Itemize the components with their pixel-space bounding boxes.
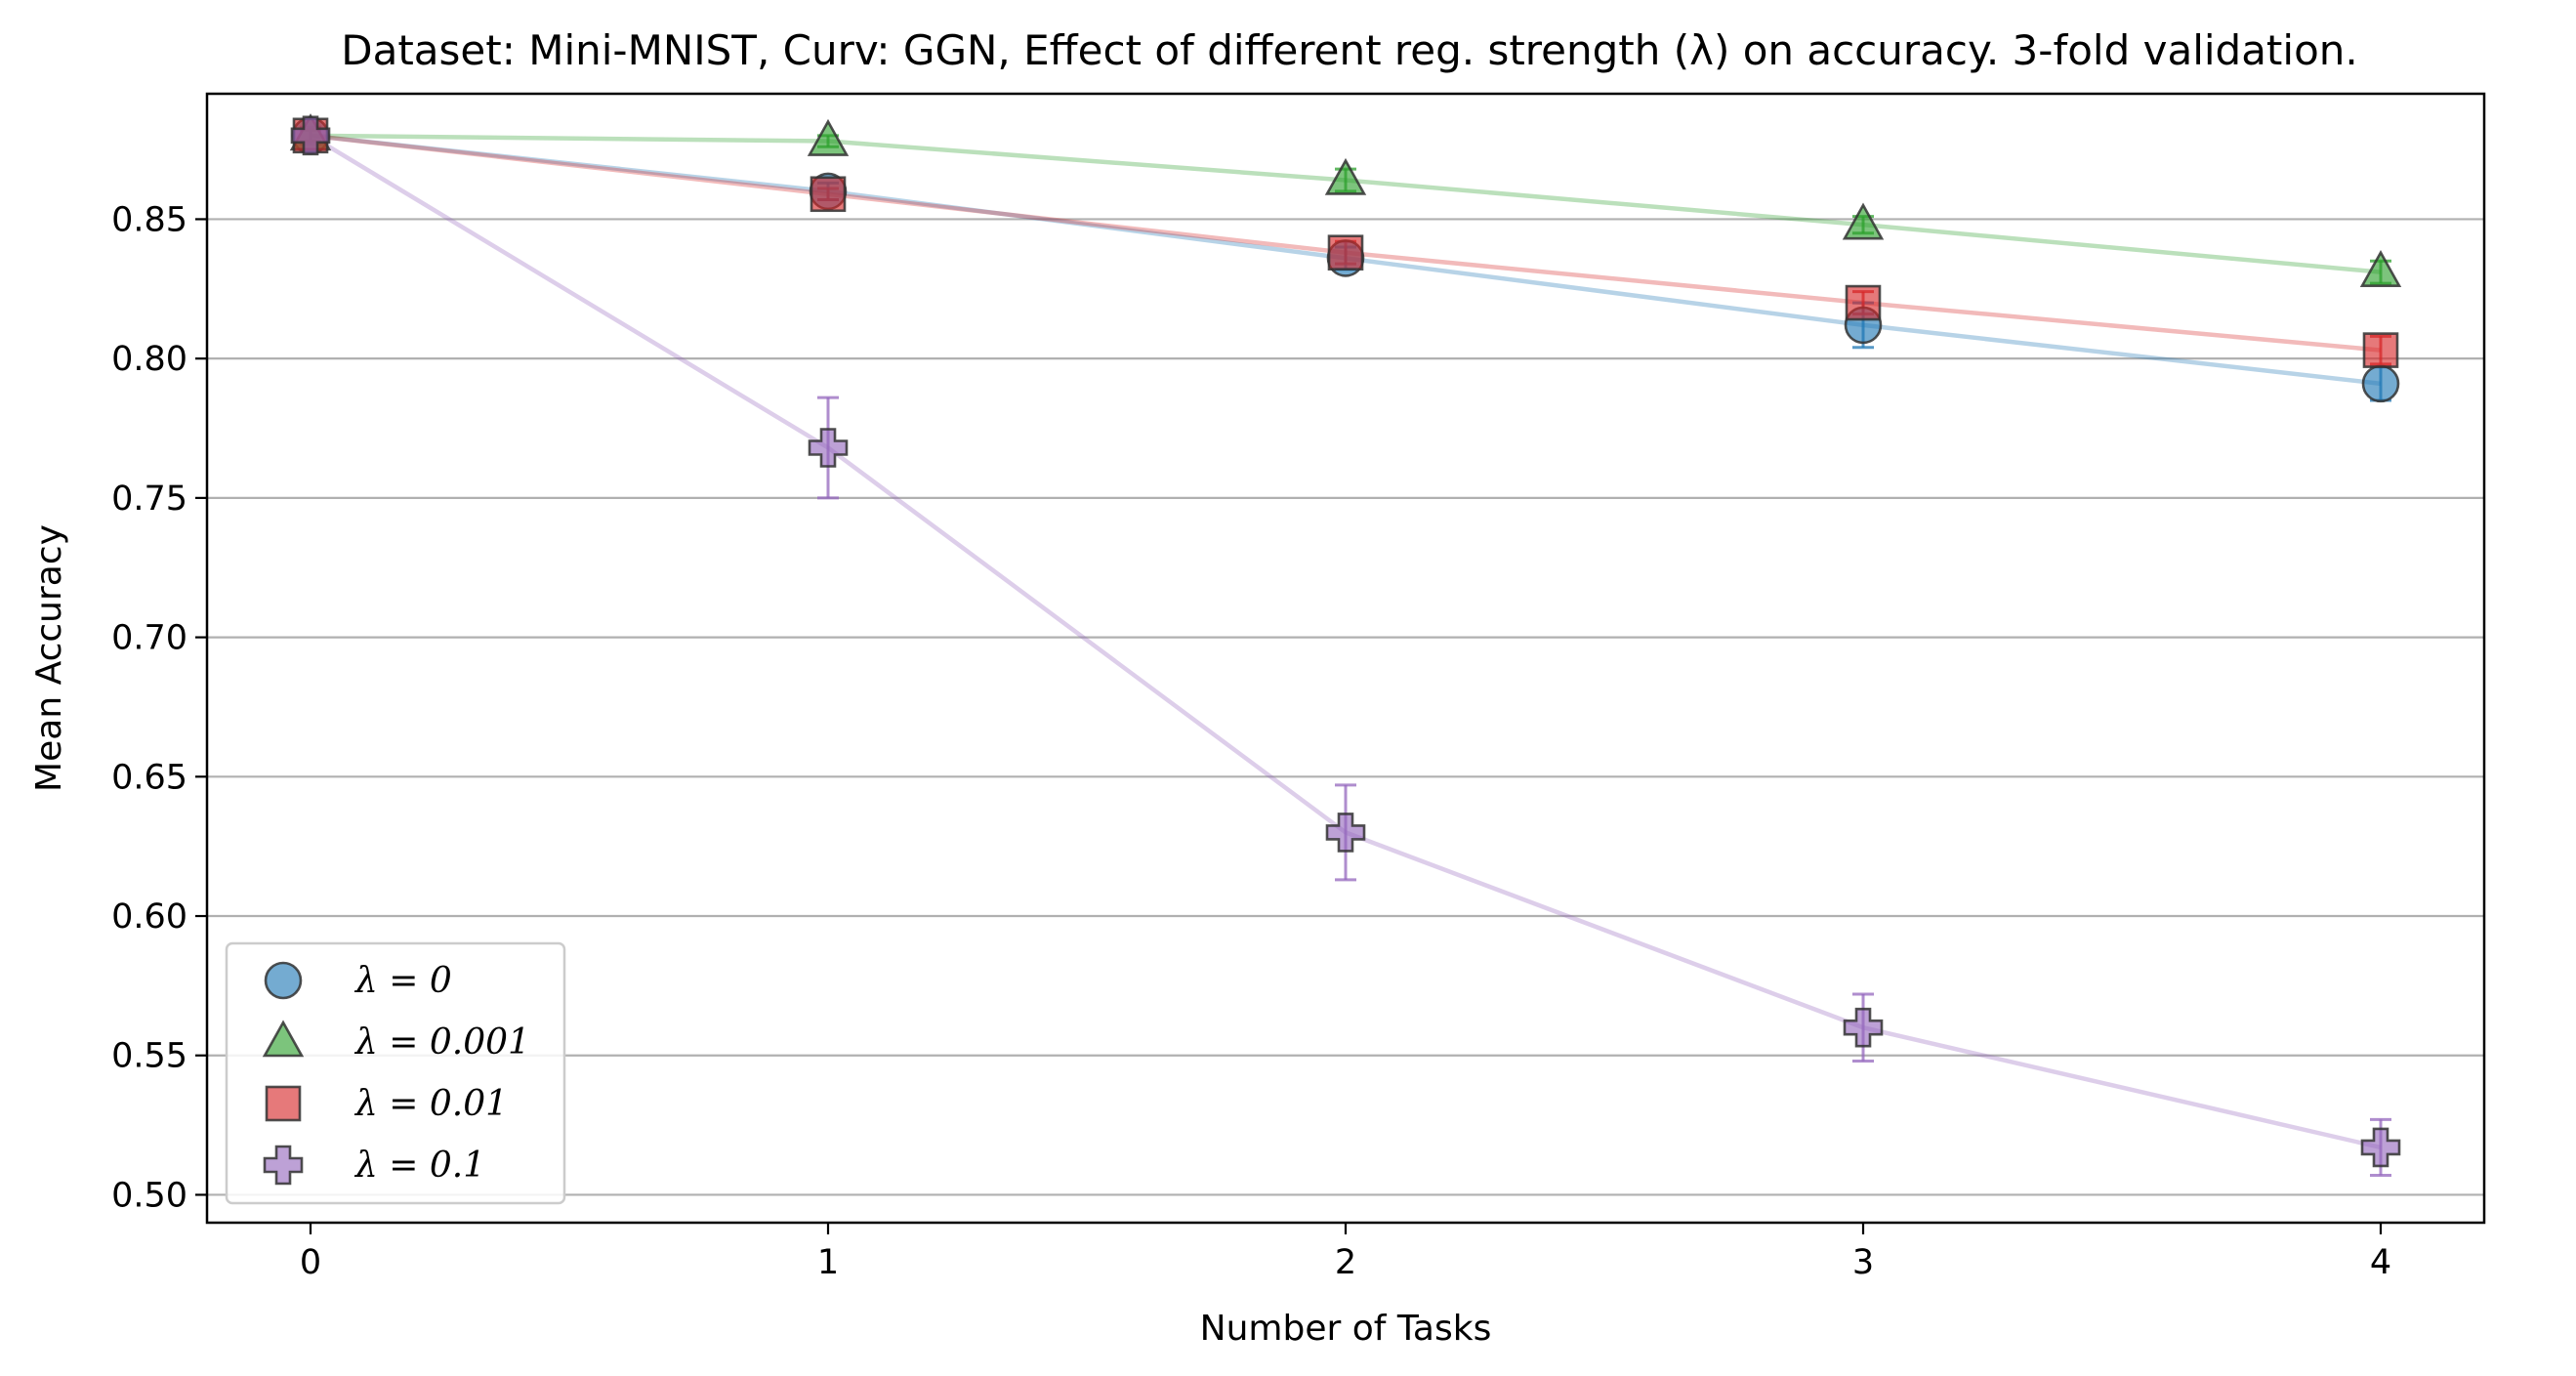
series-line [309,133,2382,1150]
x-tick-label: 1 [817,1243,839,1282]
data-point [2361,364,2400,403]
y-axis-ticks: 0.50 0.55 0.60 0.65 0.70 0.75 0.80 0.85 [111,200,207,1215]
legend-box [225,941,566,1205]
y-tick-label: 0.70 [111,619,187,658]
legend-marker [264,961,303,1000]
data-point [2362,332,2399,368]
legend-entry: λ = 0.01 [353,1084,508,1124]
y-tick-label: 0.65 [111,758,187,797]
legend-marker [262,1020,305,1058]
legend-marker [265,1085,302,1122]
data-point [2359,250,2402,287]
y-tick-label: 0.85 [111,200,187,239]
y-tick-label: 0.75 [111,480,187,519]
data-point [2360,1127,2401,1168]
x-tick-label: 2 [1335,1243,1356,1282]
chart-title: Dataset: Mini-MNIST, Curv: GGN, Effect o… [341,26,2357,74]
grid-lines [207,218,2484,1196]
y-tick-label: 0.50 [111,1176,187,1215]
y-tick-label: 0.60 [111,897,187,937]
x-tick-label: 4 [2370,1243,2391,1282]
data-point [1842,202,1885,240]
x-axis-label: Number of Tasks [1200,1309,1492,1349]
data-points [289,113,2402,1168]
data-point [1843,1007,1884,1048]
data-point [290,115,331,156]
data-point [1327,234,1364,271]
x-tick-label: 3 [1852,1243,1874,1282]
error-bars [300,125,2391,1177]
x-tick-label: 0 [300,1243,321,1282]
legend-marker [263,1145,304,1186]
legend: λ = 0 λ = 0.001 λ = 0.01 λ = 0.1 [225,941,566,1205]
legend-entry: λ = 0 [353,961,452,1001]
data-point [1324,157,1367,195]
legend-entry: λ = 0.1 [353,1146,485,1186]
y-axis-label: Mean Accuracy [29,524,69,792]
y-tick-label: 0.55 [111,1037,187,1076]
data-point [808,428,849,468]
series-lines [309,133,2382,1150]
x-axis-ticks: 0 1 2 3 4 [300,1223,2391,1282]
data-point [810,176,847,213]
legend-entry: λ = 0.001 [353,1022,530,1063]
y-tick-label: 0.80 [111,340,187,379]
data-point [1845,284,1882,321]
data-point [1325,813,1366,853]
data-point [807,118,850,156]
